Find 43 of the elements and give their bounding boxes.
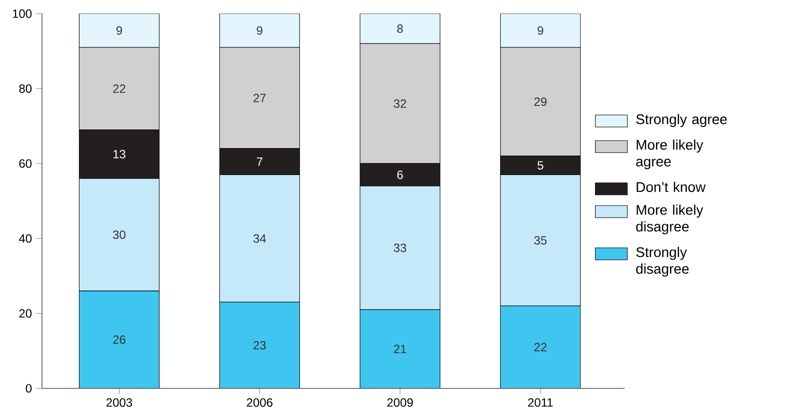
y-tick-label: 100 xyxy=(12,9,32,18)
bar xyxy=(500,14,581,48)
data-label: 5 xyxy=(538,161,544,170)
bar xyxy=(78,14,160,48)
legend-label: Strongly agree xyxy=(636,114,727,127)
data-label: 33 xyxy=(394,244,406,252)
data-label: 23 xyxy=(254,340,266,350)
legend-label: Don’t know xyxy=(636,182,706,192)
data-label: 22 xyxy=(113,84,126,93)
bar xyxy=(500,306,581,388)
bar xyxy=(360,310,440,388)
data-label: 29 xyxy=(534,97,547,106)
data-label: 35 xyxy=(534,236,547,245)
y-tick-label: 0 xyxy=(26,384,32,393)
data-label: 26 xyxy=(113,335,126,344)
bar xyxy=(79,290,160,388)
data-label: 30 xyxy=(113,230,126,239)
data-label: 9 xyxy=(256,26,262,35)
data-label: 34 xyxy=(253,234,266,243)
data-label: 21 xyxy=(394,344,406,354)
x-tick-label: 2006 xyxy=(246,398,272,407)
x-tick-label: 2009 xyxy=(387,398,413,407)
data-label: 22 xyxy=(534,342,546,352)
data-label: 6 xyxy=(397,170,403,180)
y-tick-label: 20 xyxy=(19,309,32,318)
y-tick-label: 60 xyxy=(19,159,32,168)
x-tick-label: 2003 xyxy=(106,398,132,407)
legend-label: More likely agree xyxy=(636,140,704,170)
y-tick-label: 80 xyxy=(19,84,32,93)
data-label: 13 xyxy=(113,150,126,158)
data-label: 27 xyxy=(254,94,266,102)
data-label: 8 xyxy=(397,24,403,33)
legend-label: Strongly disagree xyxy=(636,246,689,277)
y-tick-label: 40 xyxy=(18,234,32,243)
data-label: 32 xyxy=(394,99,406,108)
data-label: 9 xyxy=(116,26,122,35)
bar xyxy=(220,302,300,388)
x-tick-label: 2011 xyxy=(528,398,553,407)
data-label: 9 xyxy=(538,26,544,35)
data-label: 7 xyxy=(256,158,262,166)
legend-label: More likely disagree xyxy=(636,204,704,234)
bar xyxy=(219,14,300,48)
bar xyxy=(360,14,440,44)
